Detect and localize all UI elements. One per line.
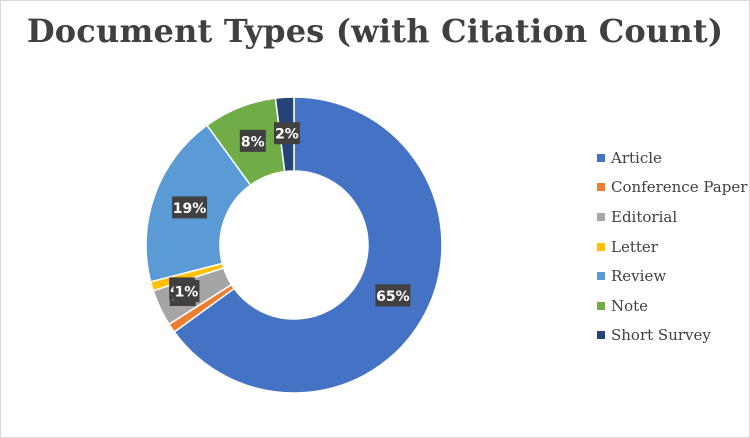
legend-item-review: Review xyxy=(597,261,747,291)
data-label-article: 65% xyxy=(375,284,411,307)
legend-item-article: Article xyxy=(597,143,747,173)
legend-swatch xyxy=(597,331,605,340)
legend: Article Conference Paper Editorial Letter Re… xyxy=(597,143,747,350)
legend-swatch xyxy=(597,272,605,281)
chart-title: Document Types (with Citation Count) xyxy=(26,12,724,50)
data-label-letter: 1% xyxy=(173,280,200,303)
legend-label: Note xyxy=(611,296,649,315)
legend-swatch xyxy=(597,153,605,162)
legend-swatch xyxy=(597,242,605,251)
legend-swatch xyxy=(597,212,605,221)
svg-text:19%: 19% xyxy=(173,201,207,217)
legend-label: Letter xyxy=(611,237,658,256)
legend-label: Short Survey xyxy=(611,326,711,345)
data-label-short-survey: 2% xyxy=(273,122,300,145)
legend-item-letter: Letter xyxy=(597,232,747,262)
legend-item-editorial: Editorial xyxy=(597,202,747,232)
legend-label: Review xyxy=(611,267,667,286)
legend-swatch xyxy=(597,183,605,192)
legend-label: Conference Paper xyxy=(611,178,748,197)
legend-item-conference-paper: Conference Paper xyxy=(597,173,747,203)
legend-label: Editorial xyxy=(611,207,678,226)
legend-label: Article xyxy=(611,148,662,167)
data-label-note: 8% xyxy=(239,129,266,152)
slice-article xyxy=(173,96,443,394)
legend-item-note: Note xyxy=(597,291,747,321)
svg-text:65%: 65% xyxy=(376,289,410,305)
legend-swatch xyxy=(597,301,605,310)
svg-text:2%: 2% xyxy=(275,127,299,143)
svg-text:8%: 8% xyxy=(241,134,265,150)
data-label-review: 19% xyxy=(172,196,208,219)
legend-item-short-survey: Short Survey xyxy=(597,321,747,351)
svg-text:1%: 1% xyxy=(175,285,199,301)
